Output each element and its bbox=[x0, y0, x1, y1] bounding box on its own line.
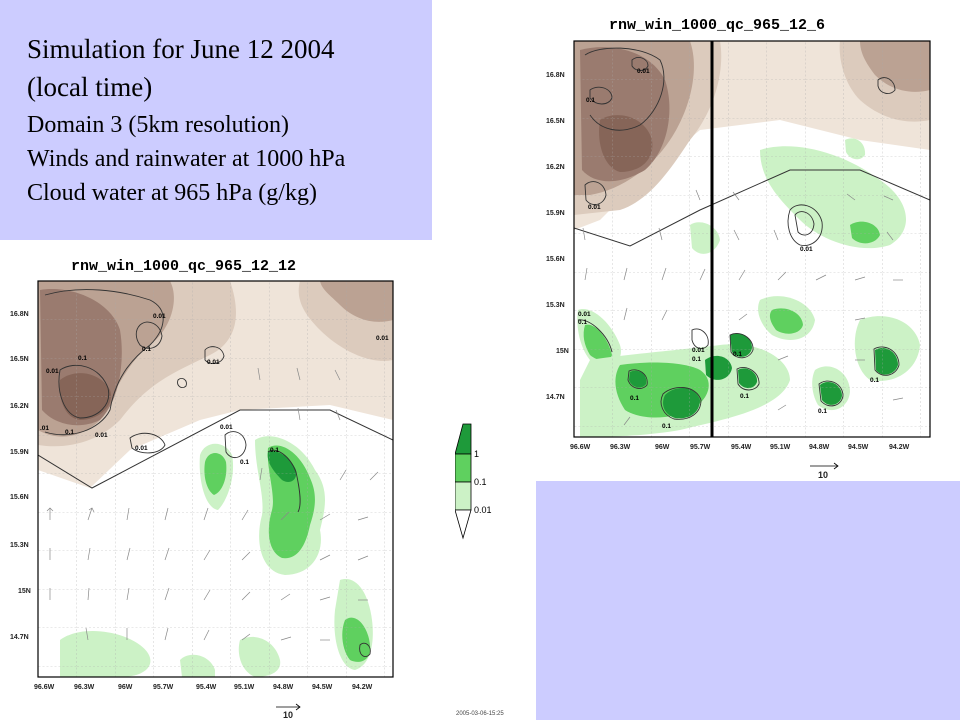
colorbar-level-1 bbox=[455, 423, 472, 455]
left-lon-tick: 96.6W bbox=[34, 684, 55, 691]
left-lon-tick: 94.2W bbox=[352, 684, 373, 691]
right-contour-label: 0.1 bbox=[692, 356, 701, 363]
cloud-water-description: Cloud water at 965 hPa (g/kg) bbox=[27, 180, 317, 206]
left-vector-scale: 10 bbox=[276, 703, 301, 720]
left-vector-scale-label: 10 bbox=[283, 710, 293, 720]
left-contour-label: 0.1 bbox=[78, 355, 87, 362]
colorbar-label: 0.01 bbox=[474, 505, 492, 515]
left-lon-tick: 95.1W bbox=[234, 684, 255, 691]
slide-title-line-1: Simulation for June 12 2004 bbox=[27, 34, 335, 64]
left-lat-tick: 15.3N bbox=[10, 542, 29, 549]
left-lon-tick: 96W bbox=[118, 684, 133, 691]
title-panel: Simulation for June 12 2004 (local time)… bbox=[0, 0, 432, 240]
left-contour-label: 0.01 bbox=[46, 368, 59, 375]
left-contour-label: 0.01 bbox=[153, 313, 166, 320]
left-lat-tick: 15.6N bbox=[10, 494, 29, 501]
left-contour-label: 0.01 bbox=[376, 335, 389, 342]
right-contour-label: 0.1 bbox=[818, 408, 827, 415]
left-lat-tick: 16.8N bbox=[10, 311, 29, 318]
right-map: 0.01 0.1 0.01 0.01 0.01 0.1 0.01 0.1 0.1… bbox=[546, 40, 931, 480]
left-contour-label: 0.1 bbox=[142, 346, 151, 353]
right-contour-label: 0.1 bbox=[870, 377, 879, 384]
colorbar: 1 0.1 0.01 bbox=[455, 423, 492, 540]
right-lon-tick: 95.7W bbox=[690, 444, 711, 451]
right-lon-axis: 96.6W 96.3W 96W 95.7W 95.4W 95.1W 94.8W … bbox=[570, 444, 910, 451]
right-lon-tick: 94.2W bbox=[889, 444, 910, 451]
left-lon-tick: 95.4W bbox=[196, 684, 217, 691]
right-contour-label: 0.1 bbox=[733, 351, 742, 358]
right-contour-label: 0.01 bbox=[637, 68, 650, 75]
right-lat-tick: 15N bbox=[556, 348, 569, 355]
left-lat-tick: 15N bbox=[18, 588, 31, 595]
left-contour-label: 0.01 bbox=[95, 432, 108, 439]
left-map-frame bbox=[37, 280, 394, 678]
empty-panel bbox=[536, 481, 960, 720]
right-map-title: rnw_win_1000_qc_965_12_6 bbox=[609, 17, 826, 34]
left-contour-label: 0.1 bbox=[270, 447, 279, 454]
right-contour-label: 0.01 bbox=[578, 311, 591, 318]
right-lon-tick: 96.6W bbox=[570, 444, 591, 451]
colorbar-label: 0.1 bbox=[474, 477, 487, 487]
right-map-frame bbox=[573, 40, 931, 438]
left-contour-labels: 0.01 0.1 0.01 0.1 0.01 0.01 .01 0.1 0.01… bbox=[40, 313, 389, 466]
right-contour-label: 0.1 bbox=[740, 393, 749, 400]
right-lon-tick: 94.8W bbox=[809, 444, 830, 451]
winds-description: Winds and rainwater at 1000 hPa bbox=[27, 146, 346, 172]
colorbar-level-4 bbox=[455, 509, 472, 540]
left-lon-tick: 95.7W bbox=[153, 684, 174, 691]
left-lat-axis: 16.8N 16.5N 16.2N 15.9N 15.6N 15.3N 15N … bbox=[10, 311, 31, 641]
right-lat-axis: 16.8N 16.5N 16.2N 15.9N 15.6N 15.3N 15N … bbox=[546, 72, 569, 401]
right-vector-scale: 10 bbox=[810, 462, 839, 480]
colorbar-level-3 bbox=[455, 481, 472, 511]
left-contour-label: 0.1 bbox=[240, 459, 249, 466]
right-lon-tick: 96.3W bbox=[610, 444, 631, 451]
left-map-title: rnw_win_1000_qc_965_12_12 bbox=[71, 258, 297, 275]
right-contour-label: 0.1 bbox=[586, 97, 595, 104]
right-lat-tick: 15.6N bbox=[546, 256, 565, 263]
left-wind-vectors bbox=[46, 367, 379, 641]
left-contour-label: 0.01 bbox=[220, 424, 233, 431]
left-contour-label: 0.1 bbox=[65, 429, 74, 436]
timestamp: 2005-03-06-15:25 bbox=[456, 711, 504, 717]
slide-title-line-2: (local time) bbox=[27, 72, 153, 102]
left-lon-axis: 96.6W 96.3W 96W 95.7W 95.4W 95.1W 94.8W … bbox=[34, 684, 373, 691]
right-lat-tick: 15.3N bbox=[546, 302, 565, 309]
right-contour-label: 0.1 bbox=[630, 395, 639, 402]
left-contour-label: 0.01 bbox=[135, 445, 148, 452]
left-lon-tick: 96.3W bbox=[74, 684, 95, 691]
right-map-field bbox=[574, 41, 930, 437]
right-contour-labels: 0.01 0.1 0.01 0.01 0.01 0.1 0.01 0.1 0.1… bbox=[578, 68, 879, 430]
right-lon-tick: 94.5W bbox=[848, 444, 869, 451]
right-lat-tick: 16.8N bbox=[546, 72, 565, 79]
left-lat-tick: 16.5N bbox=[10, 356, 29, 363]
right-contour-label: 0.01 bbox=[800, 246, 813, 253]
right-lat-tick: 14.7N bbox=[546, 394, 565, 401]
left-contour-label: 0.01 bbox=[207, 359, 220, 366]
left-lat-tick: 16.2N bbox=[10, 403, 29, 410]
right-lon-tick: 95.1W bbox=[770, 444, 791, 451]
right-vector-scale-label: 10 bbox=[818, 470, 828, 480]
colorbar-level-2 bbox=[455, 453, 472, 483]
left-map: 0.01 0.1 0.01 0.1 0.01 0.01 .01 0.1 0.01… bbox=[10, 280, 394, 720]
left-lat-tick: 14.7N bbox=[10, 634, 29, 641]
right-contour-label: 0.1 bbox=[662, 423, 671, 430]
left-map-field bbox=[38, 281, 393, 677]
left-lon-tick: 94.5W bbox=[312, 684, 333, 691]
left-lon-tick: 94.8W bbox=[273, 684, 294, 691]
right-lat-tick: 16.5N bbox=[546, 118, 565, 125]
right-lon-tick: 95.4W bbox=[731, 444, 752, 451]
right-lat-tick: 15.9N bbox=[546, 210, 565, 217]
right-lon-tick: 96W bbox=[655, 444, 670, 451]
right-contour-label: 0.1 bbox=[578, 319, 587, 326]
right-contour-label: 0.01 bbox=[692, 347, 705, 354]
right-wind-vectors bbox=[582, 189, 904, 426]
right-lat-tick: 16.2N bbox=[546, 164, 565, 171]
right-contour-label: 0.01 bbox=[588, 204, 601, 211]
left-lat-tick: 15.9N bbox=[10, 449, 29, 456]
left-contour-label: .01 bbox=[40, 425, 49, 432]
domain-description: Domain 3 (5km resolution) bbox=[27, 112, 289, 138]
colorbar-label: 1 bbox=[474, 449, 479, 459]
